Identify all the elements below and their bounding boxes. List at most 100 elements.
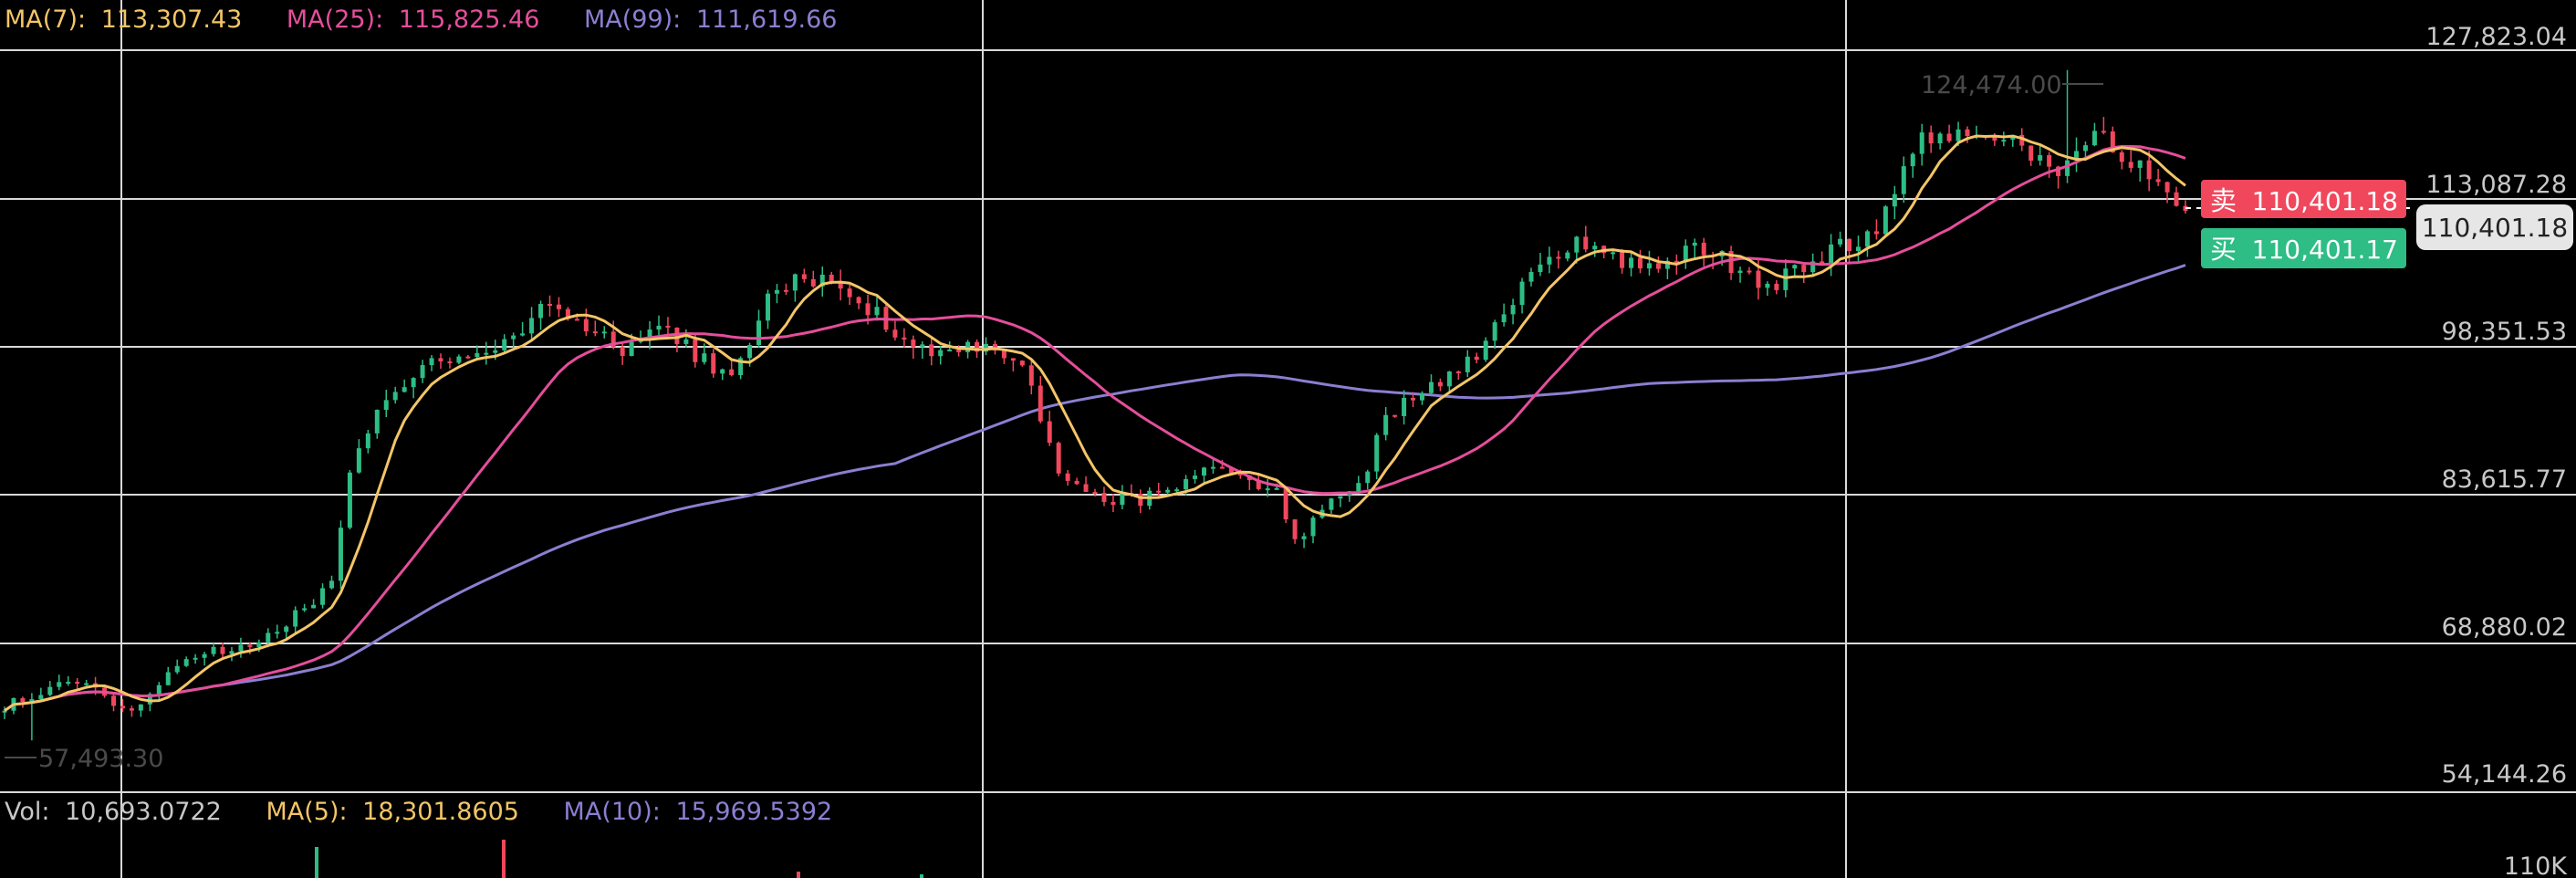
candle-body <box>1301 536 1307 539</box>
candle-body <box>2174 192 2179 206</box>
candle-body <box>874 307 880 316</box>
candle-body <box>1402 397 1407 416</box>
candle <box>2174 186 2179 207</box>
volume-bar <box>315 847 318 878</box>
candle-body <box>2110 131 2115 152</box>
candle-body <box>1101 493 1107 502</box>
candle-body <box>1038 385 1043 422</box>
candle <box>2146 151 2152 192</box>
candle <box>1638 249 1643 274</box>
candle <box>1910 152 1915 178</box>
candle <box>1965 126 1970 143</box>
candle-body <box>1583 236 1589 250</box>
candle-body <box>57 682 62 687</box>
candle-body <box>629 341 634 356</box>
candle-body <box>1701 242 1706 256</box>
candle-body <box>2001 140 2007 142</box>
candle-body <box>120 706 125 709</box>
candle <box>1838 231 1843 247</box>
candle <box>1655 256 1661 273</box>
candle-body <box>202 653 207 658</box>
last-price-tag-text: 110,401.18 <box>2422 213 2568 243</box>
candle-body <box>1728 251 1734 274</box>
candle <box>1111 494 1116 513</box>
candle-body <box>1965 129 1970 137</box>
candle-body <box>329 580 334 589</box>
candle <box>1301 532 1307 549</box>
candle-body <box>1228 467 1234 474</box>
candle <box>1446 371 1452 392</box>
candle <box>1820 251 1825 265</box>
candle-body <box>1446 371 1452 387</box>
candle-body <box>2065 160 2070 176</box>
candle-body <box>548 303 552 306</box>
candle <box>1138 489 1143 514</box>
candle-body <box>2074 151 2079 161</box>
candle <box>484 341 489 365</box>
candle-body <box>1829 244 1834 265</box>
price-tick-label: 127,823.04 <box>2425 23 2567 51</box>
candle <box>165 666 171 685</box>
candle <box>1455 370 1461 381</box>
candle <box>2119 150 2124 170</box>
candle-body <box>156 685 162 695</box>
candle <box>774 284 779 304</box>
candle <box>1737 267 1743 283</box>
candle <box>193 653 198 664</box>
candle <box>1882 204 1888 235</box>
candle <box>1501 303 1507 327</box>
candle-body <box>601 331 607 334</box>
buy-price-box[interactable] <box>2201 228 2406 268</box>
candle-body <box>302 608 308 611</box>
candle-body <box>965 341 971 352</box>
sell-price-box[interactable] <box>2201 180 2406 218</box>
candle-body <box>1528 272 1534 282</box>
candle <box>2065 69 2070 183</box>
ma99-layer <box>4 264 2186 712</box>
candle-body <box>284 626 289 632</box>
candle <box>47 681 53 696</box>
candle-body <box>792 274 798 291</box>
candle-body <box>1492 322 1497 341</box>
candle-body <box>1028 365 1034 386</box>
candle-body <box>493 350 498 353</box>
candle-body <box>229 651 235 654</box>
candle <box>1047 411 1052 446</box>
candle <box>1864 229 1870 257</box>
candle <box>1829 234 1834 277</box>
candle-body <box>1292 519 1298 539</box>
candle-body <box>702 353 707 362</box>
candle-body <box>174 665 180 673</box>
candle <box>529 307 535 342</box>
candle-body <box>1174 489 1180 492</box>
candle-body <box>1092 491 1098 494</box>
candle <box>1937 131 1943 150</box>
candle-body <box>1792 265 1798 269</box>
candle-body <box>920 344 925 348</box>
candle <box>656 315 662 338</box>
volume-bar <box>920 874 923 878</box>
candle-body <box>892 329 898 338</box>
candle-body <box>1864 231 1870 247</box>
candle <box>1256 474 1261 491</box>
candle-body <box>374 410 380 434</box>
candle <box>1928 125 1934 153</box>
candle <box>729 361 735 377</box>
candle <box>583 308 589 337</box>
candle <box>520 322 526 337</box>
candle <box>1747 267 1752 275</box>
candle-body <box>1074 480 1079 485</box>
candle <box>1538 253 1543 277</box>
candle-body <box>1184 478 1189 490</box>
candle-body <box>2019 134 2025 146</box>
candle <box>1329 497 1334 515</box>
candle <box>711 349 716 378</box>
candle-body <box>902 337 907 340</box>
candle-body <box>847 288 852 298</box>
candle-body <box>311 604 317 609</box>
vol-ma10-value: 15,969.5392 <box>675 798 832 826</box>
candle <box>756 309 762 349</box>
candle-body <box>838 281 843 289</box>
